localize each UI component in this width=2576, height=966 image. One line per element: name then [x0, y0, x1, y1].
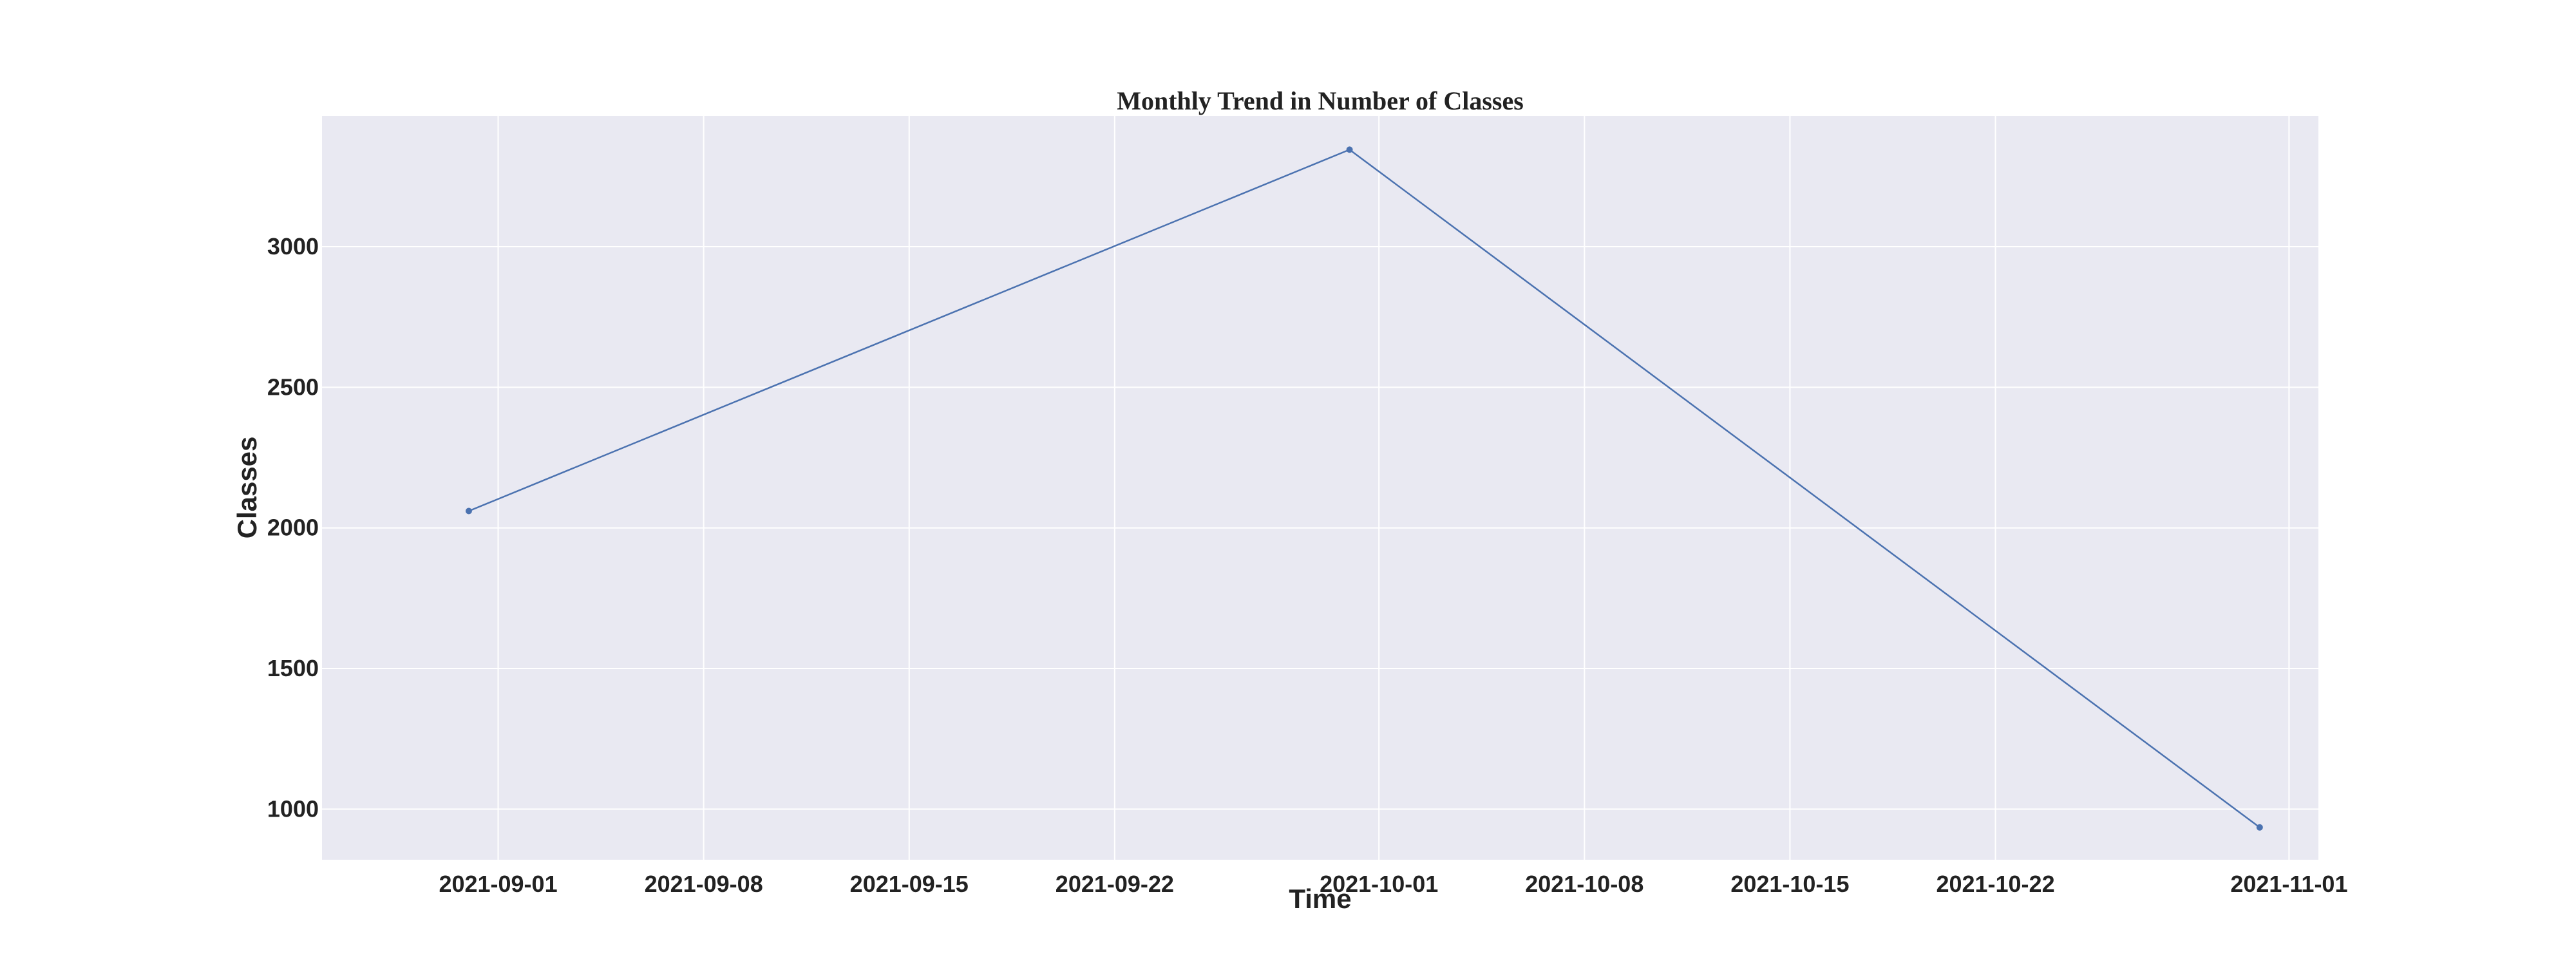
y-tick-label: 1500	[267, 655, 319, 681]
data-point	[2256, 824, 2263, 831]
x-tick-label: 2021-09-22	[1056, 871, 1174, 897]
y-axis-label: Classes	[232, 437, 262, 539]
data-point	[1346, 146, 1353, 153]
x-tick-label: 2021-09-15	[850, 871, 969, 897]
x-tick-label: 2021-10-15	[1730, 871, 1849, 897]
grid-lines	[322, 116, 2318, 860]
x-axis-ticks: 2021-09-01 2021-09-08 2021-09-15 2021-09-22…	[439, 871, 2347, 897]
data-point	[465, 507, 472, 515]
y-tick-label: 2500	[267, 374, 319, 400]
y-tick-label: 2000	[267, 515, 319, 541]
x-tick-label: 2021-10-22	[1936, 871, 2054, 897]
x-tick-label: 2021-09-01	[439, 871, 557, 897]
y-tick-label: 1000	[267, 795, 319, 822]
y-axis-ticks: 1000 1500 2000 2500 3000	[267, 233, 319, 822]
x-tick-label: 2021-11-01	[2230, 871, 2347, 897]
plot-area	[322, 116, 2318, 860]
x-axis-label: Time	[1289, 884, 1351, 914]
chart-title: Monthly Trend in Number of Classes	[1117, 86, 1524, 115]
data-series	[465, 146, 2263, 831]
x-tick-label: 2021-09-08	[645, 871, 763, 897]
x-tick-label: 2021-10-01	[1320, 871, 1438, 897]
y-tick-label: 3000	[267, 233, 319, 260]
x-tick-label: 2021-10-08	[1525, 871, 1643, 897]
